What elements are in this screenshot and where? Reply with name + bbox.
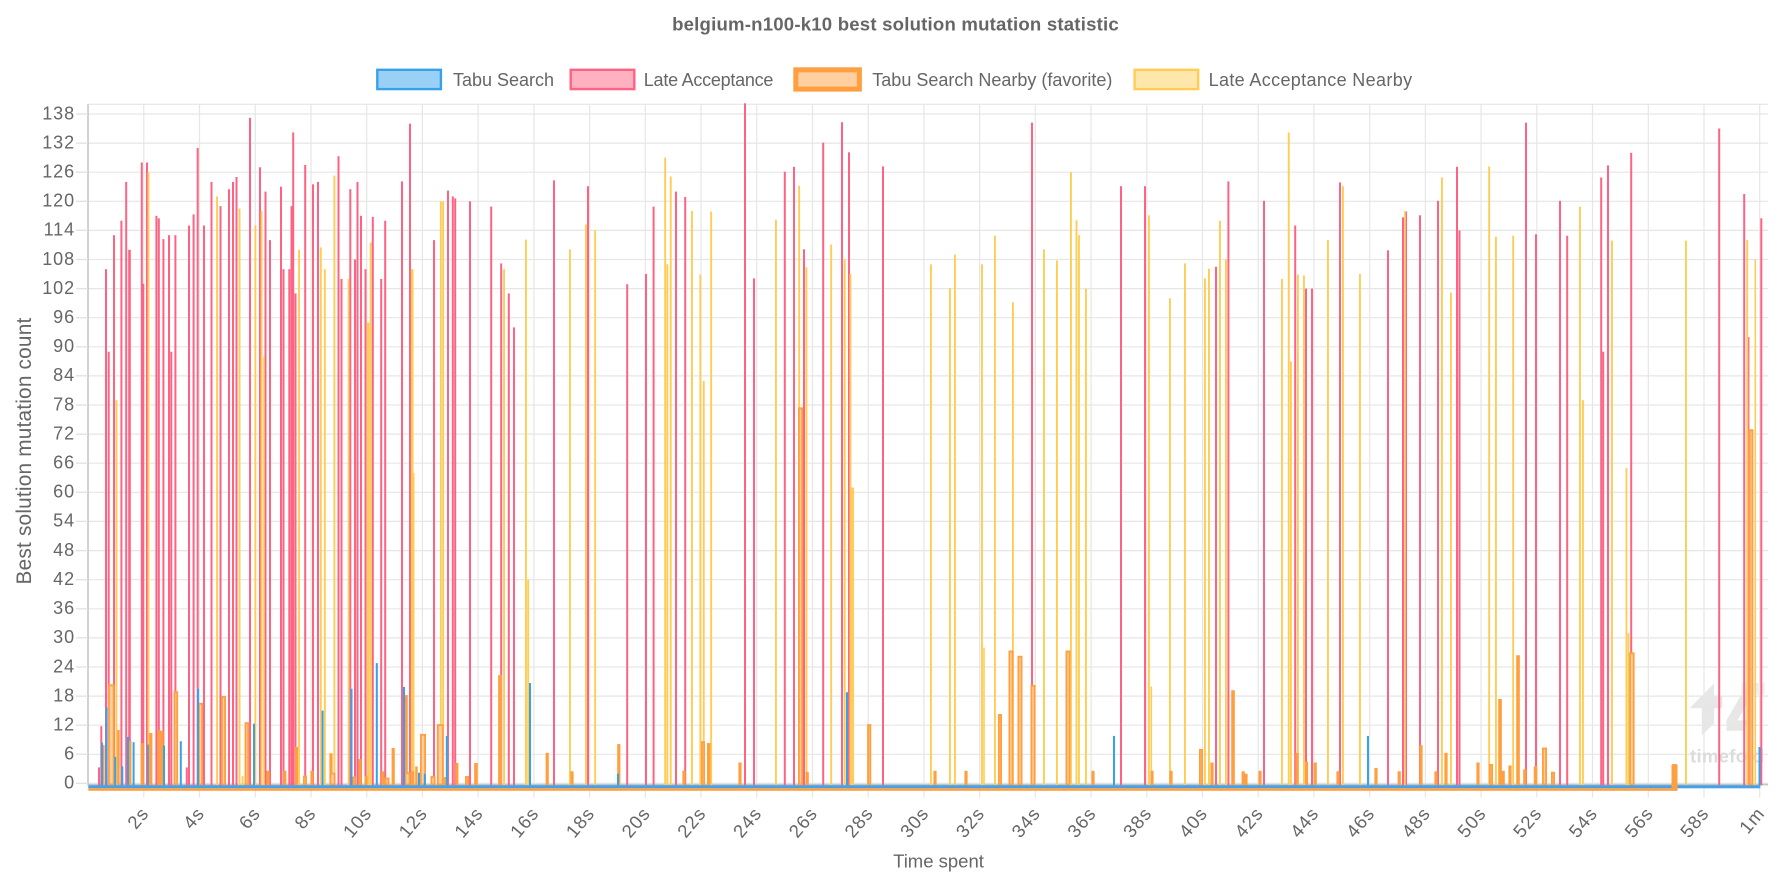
svg-text:90: 90 [53, 336, 75, 356]
svg-text:66: 66 [53, 453, 75, 473]
svg-text:42: 42 [53, 569, 75, 589]
svg-text:108: 108 [42, 249, 75, 269]
svg-text:60: 60 [53, 482, 75, 502]
svg-text:Late Acceptance: Late Acceptance [644, 70, 774, 90]
svg-text:0: 0 [64, 773, 75, 793]
svg-text:30: 30 [53, 627, 75, 647]
svg-text:18: 18 [53, 685, 75, 705]
svg-text:Best solution mutation count: Best solution mutation count [13, 318, 36, 585]
svg-text:Time spent: Time spent [893, 851, 984, 872]
svg-text:138: 138 [42, 103, 75, 123]
svg-text:6: 6 [64, 744, 75, 764]
svg-text:belgium-n100-k10 best solution: belgium-n100-k10 best solution mutation … [672, 13, 1119, 34]
svg-text:132: 132 [42, 132, 75, 152]
svg-text:102: 102 [42, 278, 75, 298]
svg-text:24: 24 [53, 656, 75, 676]
svg-text:78: 78 [53, 394, 75, 414]
svg-text:84: 84 [53, 365, 75, 385]
svg-text:114: 114 [44, 220, 75, 240]
svg-text:54: 54 [53, 511, 75, 531]
svg-text:96: 96 [53, 307, 75, 327]
svg-text:120: 120 [42, 191, 75, 211]
svg-text:36: 36 [53, 598, 75, 618]
svg-text:12: 12 [53, 715, 75, 735]
svg-text:72: 72 [53, 423, 75, 443]
svg-text:48: 48 [53, 540, 75, 560]
svg-text:timefold: timefold [1690, 746, 1764, 767]
svg-text:Tabu Search: Tabu Search [453, 70, 554, 90]
svg-text:126: 126 [42, 162, 75, 182]
svg-text:Late Acceptance Nearby: Late Acceptance Nearby [1209, 70, 1413, 90]
svg-text:Tabu Search Nearby (favorite): Tabu Search Nearby (favorite) [872, 70, 1112, 90]
